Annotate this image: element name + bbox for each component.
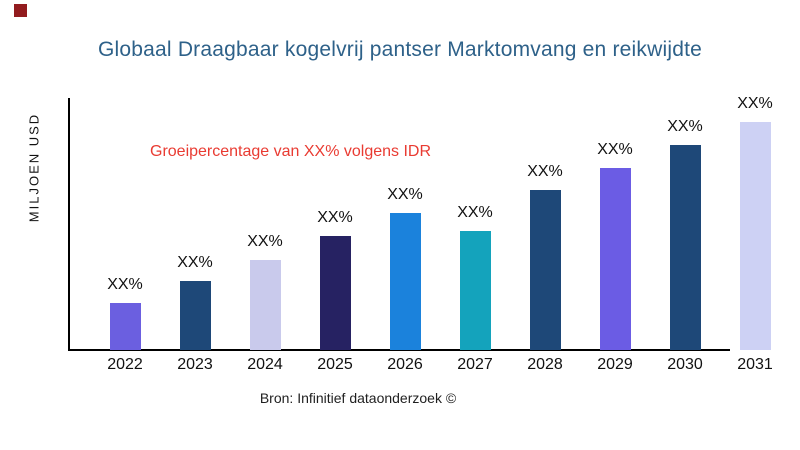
source-credit: Bron: Infinitief dataonderzoek © [259, 390, 457, 406]
bar-value-label: XX% [737, 95, 773, 112]
x-tick-label: 2031 [737, 356, 773, 373]
bar-2027 [459, 231, 491, 350]
bar-value-label: XX% [387, 186, 423, 203]
x-tick-label: 2023 [177, 356, 213, 373]
bar-2024 [249, 260, 281, 350]
growth-rate-annotation: Groeipercentage van XX% volgens IDR [150, 143, 432, 160]
bar-value-label: XX% [317, 209, 353, 226]
y-axis-line [68, 98, 70, 351]
bar-2029 [599, 168, 631, 350]
x-tick-label: 2029 [597, 356, 633, 373]
bar-2031 [739, 122, 771, 350]
bar-value-label: XX% [107, 276, 143, 293]
chart-title: Globaal Draagbaar kogelvrij pantser Mark… [98, 38, 702, 61]
x-tick-label: 2026 [387, 356, 423, 373]
bar-2022 [109, 303, 141, 350]
bar-value-label: XX% [247, 233, 283, 250]
x-tick-label: 2025 [317, 356, 353, 373]
brand-logo-square [14, 4, 27, 17]
bar-value-label: XX% [597, 141, 633, 158]
x-tick-label: 2022 [107, 356, 143, 373]
x-tick-label: 2028 [527, 356, 563, 373]
bar-2025 [319, 236, 351, 350]
bar-value-label: XX% [457, 204, 493, 221]
x-axis-line [68, 349, 730, 351]
bar-value-label: XX% [527, 163, 563, 180]
bar-2023 [179, 281, 211, 350]
bar-2026 [389, 213, 421, 350]
bar-value-label: XX% [667, 118, 703, 135]
bar-value-label: XX% [177, 254, 213, 271]
bar-2030 [669, 145, 701, 350]
x-tick-label: 2024 [247, 356, 283, 373]
x-tick-label: 2027 [457, 356, 493, 373]
x-tick-label: 2030 [667, 356, 703, 373]
bar-2028 [529, 190, 561, 350]
